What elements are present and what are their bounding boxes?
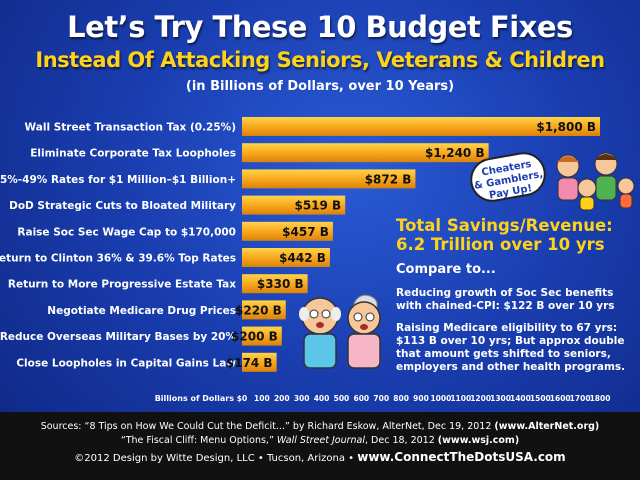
x-tick-label: 400 <box>314 394 330 403</box>
x-tick-label: 300 <box>294 394 310 403</box>
x-tick-label: 1300 <box>490 394 511 403</box>
x-tick-label: $0 <box>237 394 247 403</box>
x-tick-label: 1100 <box>450 394 471 403</box>
bar-value-label: $174 B <box>226 356 273 370</box>
seniors-illustration <box>299 294 381 369</box>
category-label: Raise Soc Sec Wage Cap to $170,000 <box>17 226 236 238</box>
bar-value-label: $872 B <box>365 172 412 186</box>
wsj-link[interactable]: (www.wsj.com) <box>437 435 520 446</box>
x-tick-label: 1500 <box>530 394 551 403</box>
category-label: Negotiate Medicare Drug Prices <box>47 305 236 317</box>
source-2-date: , Dec 18, 2012 <box>365 435 438 446</box>
category-label: Return to Clinton 36% & 39.6% Top Rates <box>0 253 236 265</box>
source-2-text: “The Fiscal Cliff: Menu Options,” <box>120 435 277 446</box>
bar <box>242 195 346 215</box>
x-axis-title: Billions of Dollars <box>155 394 235 403</box>
source-2-publication: Wall Street Journal <box>276 435 366 446</box>
x-tick-label: 700 <box>373 394 389 403</box>
family-illustration <box>556 152 635 211</box>
bar <box>242 248 330 267</box>
x-tick-label: 500 <box>334 394 350 403</box>
bar <box>242 169 416 189</box>
bar-value-label: $200 B <box>231 330 278 344</box>
category-label: Eliminate Corporate Tax Loopholes <box>30 148 236 160</box>
category-label: Close Loopholes in Capital Gains Law <box>16 357 236 369</box>
category-label: Wall Street Transaction Tax (0.25%) <box>25 122 236 134</box>
chart-title: Let’s Try These 10 Budget Fixes <box>67 10 573 44</box>
chained-cpi-note: Reducing growth of Soc Sec benefits with… <box>396 287 615 312</box>
source-1-text: Sources: “8 Tips on How We Could Cut the… <box>40 421 495 432</box>
source-line-2: “The Fiscal Cliff: Menu Options,” Wall S… <box>0 435 640 446</box>
x-tick-label: 1000 <box>430 394 451 403</box>
category-label: DoD Strategic Cuts to Bloated Military <box>9 200 236 212</box>
chart-subtitle: Instead Of Attacking Seniors, Veterans &… <box>35 48 605 72</box>
category-label: Reduce Overseas Military Bases by 20% <box>0 331 236 343</box>
total-savings-heading: Total Savings/Revenue: 6.2 Trillion over… <box>396 216 613 254</box>
x-tick-label: 1400 <box>510 394 531 403</box>
x-tick-label: 800 <box>393 394 409 403</box>
bar <box>242 117 600 136</box>
bar-chart: Wall Street Transaction Tax (0.25%) $1,80… <box>0 117 611 403</box>
bar <box>242 352 277 372</box>
x-tick-label: 1200 <box>470 394 491 403</box>
x-tick-label: 200 <box>274 394 290 403</box>
compare-heading: Compare to... <box>396 262 496 277</box>
medicare-eligibility-note: Raising Medicare eligibility to 67 yrs: … <box>396 322 626 373</box>
category-label: Return to More Progressive Estate Tax <box>8 279 236 291</box>
bar <box>242 221 333 241</box>
bar <box>242 274 308 294</box>
bar-value-label: $519 B <box>294 199 341 213</box>
bar-value-label: $330 B <box>257 277 304 291</box>
units-note: (in Billions of Dollars, over 10 Years) <box>185 79 455 94</box>
credit-line: ©2012 Design by Witte Design, LLC • Tucs… <box>0 450 640 464</box>
source-line-1: Sources: “8 Tips on How We Could Cut the… <box>0 421 640 432</box>
bar <box>242 300 286 320</box>
bar-value-label: $457 B <box>282 225 329 239</box>
bar-value-label: $442 B <box>279 251 326 265</box>
bar-value-label: $1,800 B <box>536 120 596 134</box>
alternet-link[interactable]: (www.AlterNet.org) <box>494 421 600 432</box>
footer: Sources: “8 Tips on How We Could Cut the… <box>0 412 640 480</box>
website-link[interactable]: www.ConnectTheDotsUSA.com <box>357 450 566 464</box>
x-tick-label: 1700 <box>570 394 591 403</box>
x-tick-label: 100 <box>254 394 270 403</box>
x-tick-label: 900 <box>413 394 429 403</box>
x-tick-label: 600 <box>354 394 370 403</box>
credit-text: ©2012 Design by Witte Design, LLC • Tucs… <box>74 453 358 464</box>
x-tick-label: 1800 <box>590 394 611 403</box>
bar-value-label: $220 B <box>235 303 282 317</box>
bar-value-label: $1,240 B <box>425 146 485 160</box>
x-tick-label: 1600 <box>550 394 571 403</box>
bar <box>242 326 282 346</box>
category-label: 45%-49% Rates for $1 Million–$1 Billion+ <box>0 174 236 186</box>
bar <box>242 143 489 163</box>
